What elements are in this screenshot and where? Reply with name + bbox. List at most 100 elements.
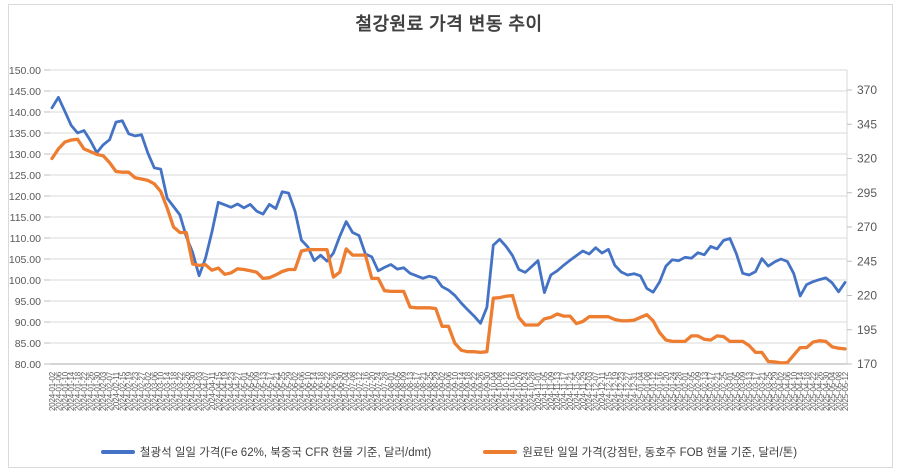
x-axis-label: 2024-09-22 [470, 371, 479, 411]
x-axis-label: 2024-05-17 [265, 371, 274, 411]
x-axis-label: 2024-07-04 [342, 371, 351, 411]
x-axis-label: 2025-04-06 [783, 371, 792, 411]
x-axis-label: 2024-03-06 [150, 371, 159, 411]
x-axis-label: 2024-01-22 [80, 371, 89, 411]
x-axis-label: 2024-03-22 [176, 371, 185, 411]
x-axis-label: 2024-05-25 [278, 371, 287, 411]
x-axis-label: 2024-11-05 [540, 371, 549, 410]
x-axis-label: 2024-10-24 [521, 371, 530, 411]
x-axis-label: 2025-04-02 [777, 371, 786, 411]
x-axis-label: 2024-09-30 [483, 371, 492, 411]
x-axis-label: 2025-03-29 [771, 371, 780, 411]
left-axis-label: 80.00 [15, 359, 41, 371]
x-axis-label: 2024-12-15 [604, 371, 613, 411]
right-axis-label: 320 [857, 152, 877, 166]
x-axis-label: 2024-08-05 [393, 371, 402, 411]
left-axis-label: 115.00 [10, 212, 41, 224]
x-axis-label: 2024-08-25 [425, 371, 434, 411]
iron-ore-line-icon [100, 450, 135, 454]
x-axis-label: 2025-03-05 [732, 371, 741, 411]
x-axis-label: 2025-01-12 [649, 371, 658, 411]
legend-label-iron-ore: 철광석 일일 가격(Fe 62%, 북중국 CFR 현물 기준, 달러/dmt) [139, 447, 432, 459]
x-axis-label: 2024-12-07 [592, 371, 601, 411]
x-axis-label: 2024-04-03 [195, 371, 204, 411]
x-axis-label: 2024-01-06 [54, 371, 63, 411]
x-axis-label: 2024-09-26 [477, 371, 486, 411]
x-axis-label: 2024-08-21 [419, 371, 428, 411]
x-axis-label: 2024-07-16 [361, 371, 370, 411]
x-axis-label: 2024-02-23 [131, 371, 140, 411]
right-axis-label: 345 [857, 117, 877, 131]
x-axis-label: 2024-01-02 [48, 371, 57, 411]
x-axis-label: 2025-04-18 [803, 371, 812, 411]
x-axis-label: 2025-03-01 [726, 371, 735, 411]
x-axis-label: 2024-07-24 [374, 371, 383, 411]
x-axis-label: 2024-02-03 [99, 371, 108, 411]
x-axis-label: 2025-01-16 [656, 371, 665, 411]
x-axis-label: 2025-01-20 [662, 371, 671, 411]
x-axis-label: 2025-04-22 [809, 371, 818, 411]
x-axis-label: 2024-08-17 [413, 371, 422, 411]
x-axis-label: 2024-01-26 [86, 371, 95, 411]
x-axis-label: 2024-12-31 [630, 371, 639, 411]
x-axis-label: 2024-02-15 [118, 371, 127, 411]
left-axis-label: 135.00 [9, 128, 41, 140]
x-axis-label: 2024-12-11 [598, 371, 607, 410]
x-axis-label: 2024-11-29 [579, 371, 588, 410]
x-axis-label: 2024-03-30 [189, 371, 198, 411]
x-axis-label: 2024-04-07 [202, 371, 211, 411]
x-axis-label: 2025-03-25 [764, 371, 773, 411]
chart-border [8, 4, 893, 468]
left-axis-label: 120.00 [9, 191, 41, 203]
x-axis-label: 2025-01-04 [636, 371, 645, 411]
left-axis-label: 100.00 [9, 275, 41, 287]
left-axis-label: 145.00 [9, 86, 41, 98]
x-axis-label: 2024-11-09 [547, 371, 556, 410]
left-axis-label: 85.00 [15, 338, 41, 350]
x-axis-label: 2024-03-02 [144, 371, 153, 411]
x-axis-label: 2024-03-18 [170, 371, 179, 411]
x-axis-label: 2024-12-03 [585, 371, 594, 411]
x-axis-label: 2024-06-14 [310, 371, 319, 411]
left-axis-label: 130.00 [9, 149, 41, 161]
x-axis-label: 2025-02-17 [707, 371, 716, 411]
x-axis-label: 2024-06-26 [329, 371, 338, 411]
right-axis-label: 245 [857, 254, 877, 268]
x-axis-label: 2025-03-17 [752, 371, 761, 411]
x-axis-label: 2024-02-27 [138, 371, 147, 411]
x-axis-label: 2024-06-02 [291, 371, 300, 411]
right-axis-label: 270 [857, 220, 877, 234]
x-axis-label: 2024-07-20 [368, 371, 377, 411]
x-axis-label: 2024-05-05 [246, 371, 255, 411]
x-axis-label: 2024-08-01 [387, 371, 396, 411]
legend-item-coking-coal: 원료탄 일일 가격(강점탄, 동호주 FOB 현물 기준, 달러/톤) [483, 444, 797, 460]
right-axis-label: 170 [857, 357, 877, 371]
left-axis-label: 90.00 [15, 317, 41, 329]
x-axis-label: 2025-03-13 [745, 371, 754, 411]
x-axis-label: 2025-05-04 [828, 371, 837, 411]
x-axis-label: 2024-02-11 [112, 371, 121, 410]
x-axis-label: 2024-10-08 [496, 371, 505, 411]
x-axis-label: 2024-06-10 [304, 371, 313, 411]
x-axis-label: 2024-09-02 [438, 371, 447, 411]
x-axis-label: 2024-09-14 [457, 371, 466, 411]
x-axis-label: 2024-07-28 [381, 371, 390, 411]
x-axis-label: 2024-04-23 [227, 371, 236, 411]
legend-label-coking-coal: 원료탄 일일 가격(강점탄, 동호주 FOB 현물 기준, 달러/톤) [522, 447, 798, 459]
left-axis-label: 140.00 [9, 107, 41, 119]
left-axis-label: 95.00 [15, 296, 41, 308]
right-axis-label: 370 [857, 83, 877, 97]
x-axis-label: 2024-08-29 [432, 371, 441, 411]
chart-title: 철강원료 가격 변동 추이 [355, 14, 543, 34]
x-axis-label: 2025-04-10 [790, 371, 799, 411]
x-axis-label: 2024-10-16 [509, 371, 518, 411]
x-axis-label: 2025-03-09 [739, 371, 748, 411]
x-axis-label: 2024-02-07 [106, 371, 115, 411]
left-axis-label: 125.00 [9, 170, 41, 182]
x-axis-label: 2024-02-19 [125, 371, 134, 411]
x-axis-label: 2024-12-23 [617, 371, 626, 411]
x-axis-label: 2024-07-08 [349, 371, 358, 411]
x-axis-label: 2024-01-10 [61, 371, 70, 411]
left-axis-label: 150.00 [9, 65, 41, 77]
